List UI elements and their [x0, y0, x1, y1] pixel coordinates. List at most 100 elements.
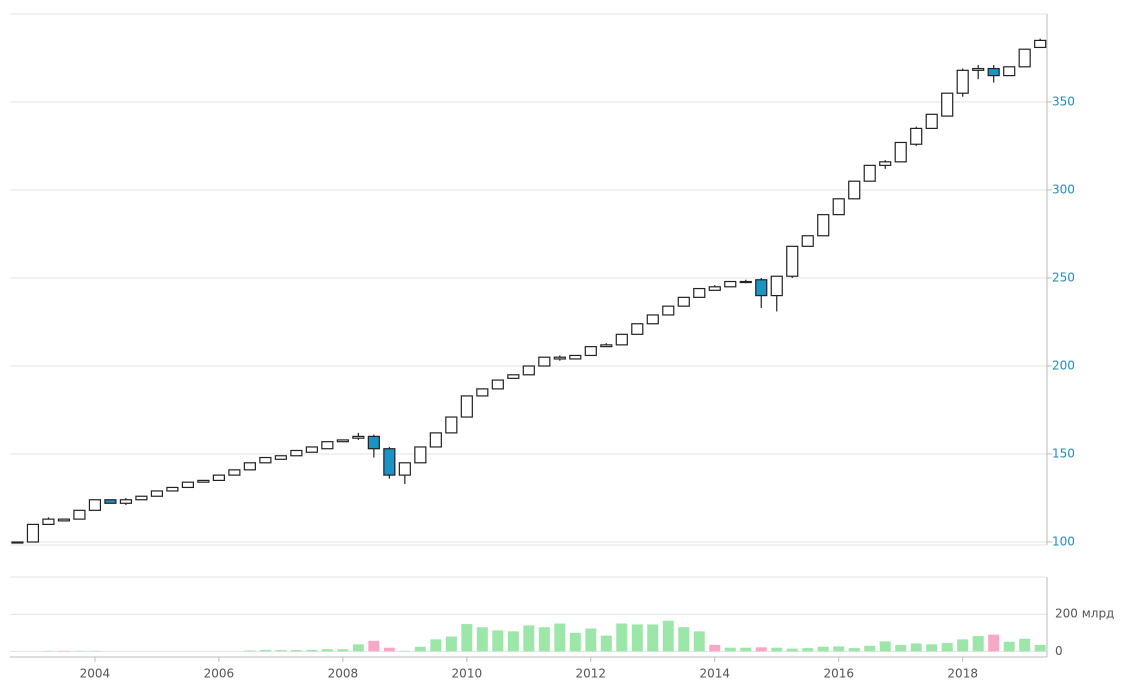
volume-bar [709, 644, 721, 652]
candle-body [1003, 66, 1016, 77]
candle-body [26, 523, 40, 543]
candle-body [708, 286, 721, 291]
volume-bar [554, 623, 566, 652]
volume-bar [724, 647, 736, 652]
volume-bar [89, 650, 101, 652]
volume-bar [926, 644, 938, 652]
volume-bar [569, 632, 581, 652]
volume-bar [58, 650, 70, 652]
candle-body [863, 164, 876, 182]
volume-bar [42, 650, 54, 652]
candle-body [910, 127, 923, 145]
candle-body [956, 69, 969, 94]
candle-body [693, 287, 706, 298]
volume-bar [368, 640, 380, 652]
candle-body [166, 486, 179, 492]
volume-bar [755, 647, 767, 652]
volume-bar [817, 646, 829, 652]
candle-body [336, 439, 349, 443]
volume-bar [275, 650, 287, 652]
y-tick-label: 350 [1052, 95, 1075, 109]
volume-bar [445, 636, 457, 652]
candle-body [879, 161, 892, 166]
candle-body [383, 448, 396, 476]
candle-body [600, 344, 613, 348]
candle-body [11, 541, 24, 544]
volume-bar [244, 650, 256, 652]
candle-body [57, 518, 71, 522]
candle-body [972, 67, 985, 71]
volume-bar [476, 627, 488, 652]
candle-body [88, 499, 102, 511]
volume-bar [972, 635, 984, 652]
candle-body [274, 455, 287, 460]
candle-body [987, 67, 1000, 77]
candle-body [119, 499, 133, 504]
volume-bar [1003, 641, 1015, 652]
candle-body [259, 456, 272, 464]
volume-bar [507, 631, 519, 652]
candle-body [755, 279, 768, 297]
volume-bar [786, 648, 798, 652]
volume-bar [957, 639, 969, 652]
volume-bar [585, 628, 597, 652]
volume-bar [73, 650, 85, 652]
candle-body [941, 92, 954, 117]
candle-body [73, 509, 86, 520]
candle-body [538, 356, 551, 367]
candle-body [445, 416, 458, 434]
candle-body [429, 432, 442, 448]
candle-body [398, 462, 411, 476]
candle-body [352, 435, 365, 439]
volume-bar [662, 620, 674, 652]
x-tick-label: 2016 [823, 667, 854, 681]
volume-bar [647, 624, 659, 652]
candle-body [321, 441, 334, 450]
candle-body [135, 495, 148, 501]
candle-body [569, 354, 582, 360]
candle-body [476, 388, 489, 397]
y-tick-label: 300 [1052, 183, 1075, 197]
volume-bar [895, 644, 907, 652]
volume-bar [864, 645, 876, 652]
volume-bar [461, 624, 473, 652]
volume-bar [352, 644, 364, 652]
x-tick-label: 2006 [204, 667, 235, 681]
volume-bar [988, 634, 1000, 652]
volume-bar [941, 643, 953, 652]
candle-body [491, 379, 504, 390]
candle-body [305, 446, 318, 453]
volume-bar [383, 647, 395, 652]
volume-bar [321, 649, 333, 652]
volume-bar [1019, 638, 1031, 652]
y-tick-label: 200 [1052, 359, 1075, 373]
candle-body [631, 323, 644, 335]
volume-bar [492, 630, 504, 652]
candle-body [894, 141, 907, 163]
x-tick-label: 2010 [452, 667, 483, 681]
candle-body [1034, 39, 1047, 49]
candle-body [925, 113, 938, 129]
volume-bar [802, 648, 814, 652]
candle-body [414, 446, 427, 464]
volume-bar [833, 646, 845, 652]
candle-body [848, 180, 861, 200]
volume-bar [740, 647, 752, 652]
candle-body [801, 235, 814, 247]
y-tick-label: 0 [1055, 644, 1063, 658]
candle-body [197, 479, 210, 483]
y-tick-label: 200 млрд [1055, 607, 1114, 621]
volume-bar [678, 627, 690, 652]
x-tick-label: 2008 [328, 667, 359, 681]
candle-body [770, 275, 783, 297]
candle-body [662, 305, 675, 316]
volume-bar [414, 646, 426, 652]
x-tick-label: 2014 [699, 667, 730, 681]
candle-body [367, 435, 380, 450]
volume-bar [538, 627, 550, 652]
volume-bar [771, 647, 783, 652]
volume-bar [290, 650, 302, 652]
candle-body [724, 280, 737, 288]
